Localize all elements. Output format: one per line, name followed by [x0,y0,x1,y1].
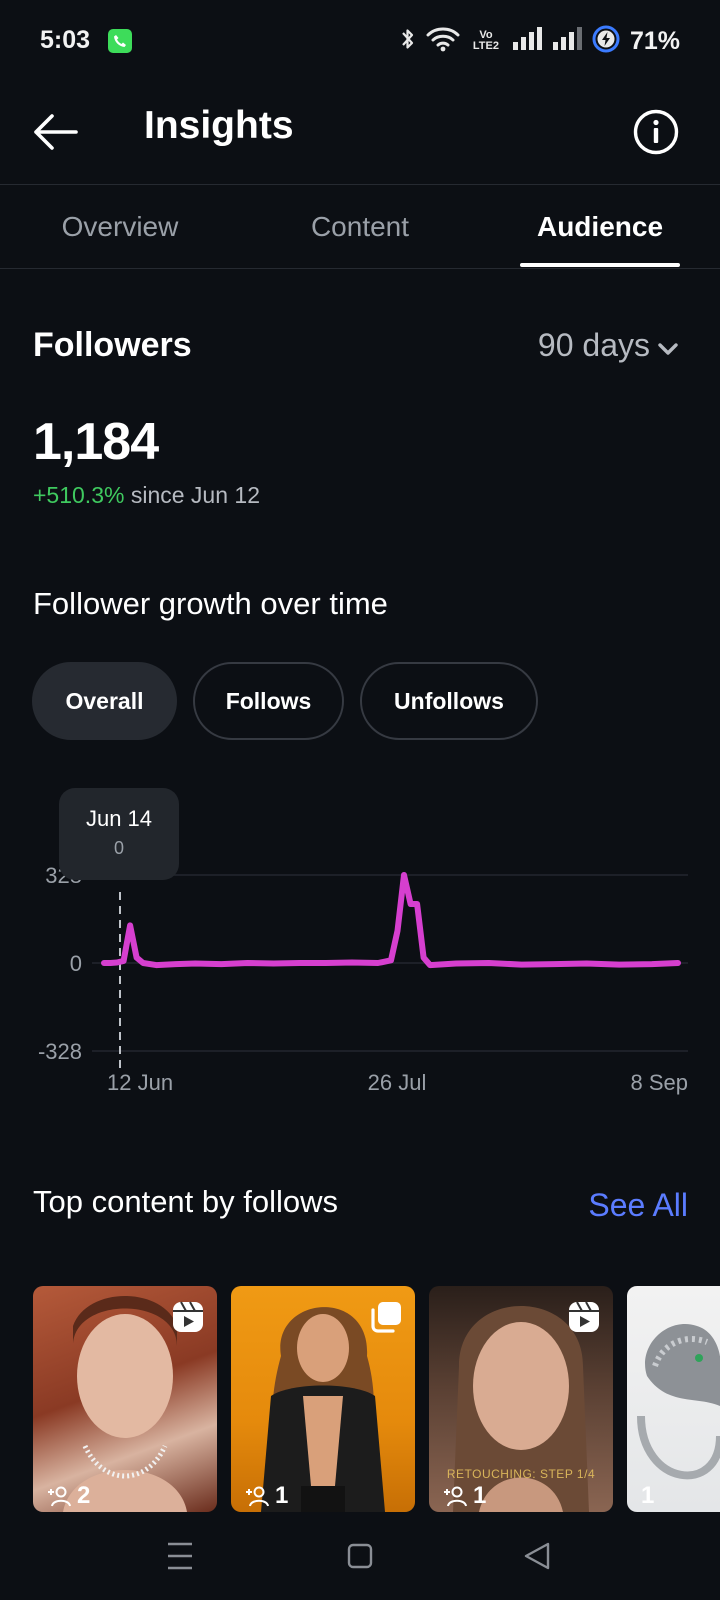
content-thumbnail[interactable]: 2 [33,1286,217,1512]
add-person-icon [48,1486,71,1507]
portrait-image [261,1307,385,1512]
growth-since: since Jun 12 [130,482,260,508]
content-cutoff-mask [0,1512,720,1600]
filter-chip-follows[interactable]: Follows [193,662,344,740]
date-range-dropdown[interactable]: 90 days [538,327,678,364]
call-icon [108,29,132,53]
filter-chip-overall[interactable]: Overall [32,662,177,740]
follows-count: 1 [443,1482,486,1510]
see-all-link[interactable]: See All [588,1187,688,1223]
tab-overview[interactable]: Overview [61,211,179,242]
tooltip-value: 0 [113,838,124,858]
chevron-down-icon [658,327,678,364]
thumbnail-overlay-text: RETOUCHING: STEP 1/4 [446,1467,596,1481]
home-square-icon[interactable] [347,1543,373,1569]
reels-icon [567,1300,601,1339]
tooltip-date: Jun 14 [85,806,153,831]
growth-chart-title: Follower growth over time [33,586,388,621]
chart-series-line [101,872,681,969]
status-icons: Vo LTE2 [400,24,680,58]
x-tick-label: 26 Jul [368,1070,427,1095]
follows-count: 2 [47,1482,90,1510]
ring-product-image [637,1324,720,1480]
bluetooth-icon [400,26,416,57]
content-thumbnail[interactable]: RETOUCHING: STEP 1/4 1 [429,1286,613,1512]
signal-icon [512,26,542,56]
signal-icon [552,26,582,56]
portrait-image [453,1306,589,1512]
reels-icon [171,1300,205,1339]
follows-count: 1 [641,1482,655,1509]
portrait-image [63,1296,187,1512]
content-thumbnail[interactable]: 1 [231,1286,415,1512]
tabs-divider [0,268,720,269]
y-tick-label: -328 [38,1039,82,1064]
x-tick-label: 8 Sep [631,1070,689,1095]
status-bar: 5:03 Vo LTE2 [0,0,720,82]
insights-tabs: Overview Content Audience [0,185,720,269]
x-tick-label: 12 Jun [107,1070,173,1095]
followers-count: 1,184 [33,413,159,471]
followers-growth: +510.3% since Jun 12 [33,482,260,509]
carousel-icon [369,1300,403,1339]
app-header: Insights [0,82,720,184]
filter-chip-unfollows[interactable]: Unfollows [360,662,538,740]
followers-title: Followers [33,326,192,364]
add-person-icon [246,1486,269,1507]
battery-percentage: 71% [629,26,680,55]
status-time: 5:03 [40,26,91,54]
content-thumbnail[interactable]: 1 [627,1286,720,1512]
back-arrow-icon[interactable] [30,106,82,158]
date-range-value: 90 days [537,327,650,363]
back-triangle-icon[interactable] [524,1542,550,1570]
add-person-icon [444,1486,467,1507]
chart-tooltip: Jun 14 0 [59,788,179,880]
system-nav-bar [0,1512,720,1600]
battery-saver-icon [592,25,620,58]
menu-icon[interactable] [168,1532,192,1580]
info-icon[interactable] [632,108,680,156]
growth-percentage: +510.3% [33,482,125,508]
tab-content[interactable]: Content [310,211,410,242]
volte-indicator: Vo LTE2 [472,29,499,52]
tab-audience[interactable]: Audience [536,211,664,242]
y-tick-label: 0 [70,951,82,976]
wifi-icon [426,26,460,57]
page-title: Insights [144,104,294,147]
header-divider [0,184,720,185]
follows-count: 1 [245,1482,288,1510]
active-tab-indicator [520,263,680,267]
top-content-title: Top content by follows [33,1184,339,1219]
